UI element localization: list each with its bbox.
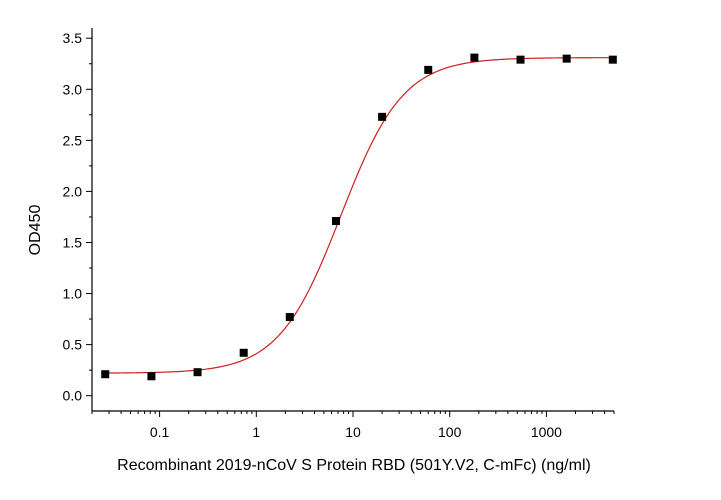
- x-tick-label: 1000: [531, 424, 562, 440]
- y-tick-label: 3.0: [63, 81, 83, 97]
- data-point: [470, 53, 479, 62]
- axes: [91, 28, 614, 412]
- x-tick-label: 0.1: [150, 424, 170, 440]
- y-tick-label: 1.0: [63, 286, 83, 302]
- data-point: [516, 55, 525, 64]
- data-point: [239, 348, 248, 357]
- x-tick-label: 100: [438, 424, 462, 440]
- y-tick-label: 1.5: [63, 234, 83, 250]
- fit-curve-group: [105, 57, 613, 374]
- y-axis-title: OD450: [27, 205, 44, 256]
- fit-curve: [105, 57, 613, 374]
- data-point: [101, 370, 110, 379]
- data-point: [331, 217, 340, 226]
- data-point: [285, 313, 294, 322]
- y-tick-label: 0.5: [63, 337, 83, 353]
- y-tick-label: 2.5: [63, 132, 83, 148]
- ticks: 0.0 0.5 1.0 1.5 2.0 2.5 3.0 3.5 0.1 1 10 100 1000: [63, 30, 615, 440]
- x-axis-title: Recombinant 2019-nCoV S Protein RBD (501…: [117, 457, 591, 474]
- data-point: [608, 55, 617, 64]
- data-point: [193, 368, 202, 377]
- y-tick-label: 2.0: [63, 183, 83, 199]
- data-point: [147, 372, 156, 381]
- x-tick-label: 1: [252, 424, 260, 440]
- y-tick-label: 3.5: [63, 30, 83, 46]
- data-points: [101, 53, 617, 381]
- data-point: [562, 54, 571, 63]
- data-point: [378, 112, 387, 121]
- data-point: [424, 65, 433, 74]
- y-tick-label: 0.0: [63, 388, 83, 404]
- x-tick-label: 10: [345, 424, 361, 440]
